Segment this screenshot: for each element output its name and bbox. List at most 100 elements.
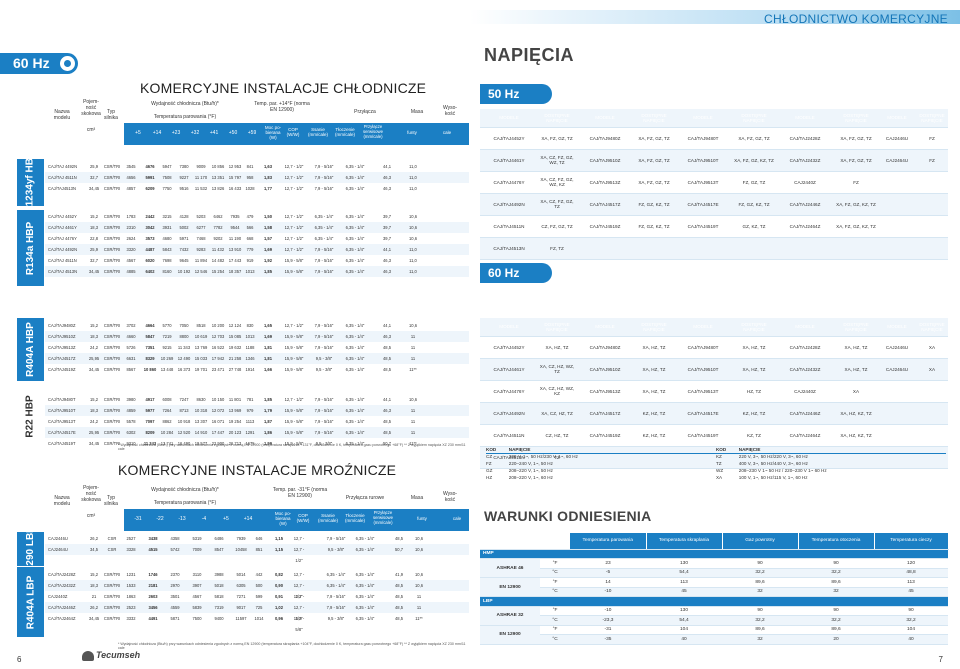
table-cell: 15,9 - 5/8": [284, 430, 304, 435]
table-cell: 7,9 - 5/16": [314, 430, 334, 435]
table-cell: 10 856: [211, 164, 225, 169]
table-cell: 15 033: [194, 356, 208, 361]
model-cell: CAJ/TAJ2432Z: [776, 358, 834, 381]
reference-group-label: HMP: [480, 549, 948, 559]
col-model: Nazwa modelu: [53, 109, 71, 121]
voltage-cell: KZ, HZ, TZ: [634, 402, 674, 425]
reference-cell: 130: [646, 606, 722, 616]
reference-group-row: LBP: [480, 596, 948, 607]
evap-temp-value: +5: [135, 130, 141, 136]
table-cell: 7,9 - 5/16": [314, 186, 334, 191]
table-cell: 7,9 - 5/16": [314, 175, 334, 180]
table-cell: CSR: [107, 536, 117, 541]
table-cell: 7468: [196, 236, 206, 241]
table-cell: 16 071: [211, 419, 225, 424]
table-cell: 8800: [179, 334, 189, 339]
col-displacement: Pojem- ność skokowa: [81, 485, 101, 503]
table-cell: 5871: [170, 616, 180, 621]
table-cell: 46,3: [383, 186, 391, 191]
table-cell: 7,9 - 5/16": [314, 247, 334, 252]
table-cell: 12,7 - 1/2": [293, 605, 305, 621]
voltage-cell: XA, HZ, TZ: [834, 336, 878, 359]
reference-row: °C -23,3 54,4 32,2 32,2 32,2: [480, 615, 948, 626]
model-cell: CAJ/TAJ9513Z: [576, 380, 634, 403]
model-cell: CAJ2464U: [878, 358, 916, 381]
col-voltage-header: DOSTĘPNE NAPIĘCIE: [834, 318, 878, 337]
table-cell: 11 190: [228, 236, 242, 241]
reference-group-row: HMP: [480, 549, 948, 559]
col-cop: COP (W/W): [286, 127, 300, 137]
table-cell: 830: [246, 323, 254, 328]
table-row: CAJ/TAJ 4492N 25,9 CSR/TRI 3545 4676 5947 7380…: [45, 161, 469, 172]
table-row: CAJ/TAJ 4511N 32,7 CSR/TRI 4567 6020 7698 9645…: [45, 255, 469, 266]
table-cell: 21 258: [228, 356, 242, 361]
table-cell: 1914: [245, 367, 255, 372]
table-cell: 8567: [126, 367, 136, 372]
table-row: CAJ/TAJ2428Z 15,2 CSR/TRI 1231 1746 2370 3110 3…: [45, 569, 469, 588]
table-cell: CAJ/TAJ4519Z: [48, 367, 76, 372]
table-cell: CSR/TRI: [103, 441, 121, 446]
reference-cell: 32,2: [798, 568, 874, 578]
table-cell: 781: [246, 397, 254, 402]
table-cell: 15,9 - 5/8": [284, 334, 304, 339]
reference-row: °C -5 54,4 32,2 32,2 48,8: [480, 568, 948, 578]
legend-row: HZ 208–220 V, 1~, 60 Hz XA 100 V, 1~, 50 Hz…: [486, 474, 946, 481]
table-cell: 851: [255, 547, 263, 552]
legend-header-cell: NAPIĘCIE: [738, 446, 946, 454]
voltage-cell: XA, HZ, TZ: [634, 358, 674, 381]
table-cell: 9215: [162, 345, 172, 350]
reference-cell: 90: [722, 606, 798, 616]
table-cell: CSR/TRI: [103, 419, 121, 424]
table-cell: CSR/TRI: [103, 225, 121, 230]
reference-cell: °C: [540, 587, 570, 597]
table-cell: 0,96: [275, 616, 283, 621]
table-row: CAJ/TAJ4517Z 25,95 CSR/TRI 6631 8329 10 269 12…: [45, 353, 469, 364]
table-cell: 7097: [145, 419, 155, 424]
reference-cell: °F: [540, 577, 570, 588]
table-cell: CAJ/TAJ9513T: [48, 419, 76, 424]
table-header-row: MODELE DOSTĘPNE NAPIĘCIE MODELE DOSTĘPNE NA…: [480, 109, 948, 128]
table-cell: 14 910: [194, 430, 208, 435]
table-cell: 12,7 - 1/2": [293, 583, 305, 599]
brand-logo: Tecumseh: [82, 650, 140, 661]
table-cell: 1,65: [264, 323, 272, 328]
voltage-table-50hz: MODELE DOSTĘPNE NAPIĘCIE MODELE DOSTĘPNE NA…: [480, 109, 948, 260]
table-cell: 48,5: [395, 583, 403, 588]
table-cell: 11**: [409, 441, 417, 446]
model-cell: CAJ/TAJ4519T: [674, 424, 732, 447]
reference-cell: °C: [540, 634, 570, 645]
table-cell: 7750: [162, 186, 172, 191]
table-cell: 15 085: [228, 334, 242, 339]
band-r134a: R134a HBP: [17, 210, 44, 286]
table-cell: 15,2: [90, 214, 98, 219]
header-bar: CHŁODNICTWO KOMERCYJNE: [470, 0, 960, 28]
reference-row: EN 12900 °F 14 113 89,6 89,6 113: [480, 577, 948, 597]
table-cell: 3110: [192, 572, 202, 577]
model-cell: CAJ/TAJ9510T: [674, 358, 732, 381]
table-cell: 7,9 - 5/16": [326, 594, 346, 599]
table-cell: 1863: [126, 594, 136, 599]
table-cell: 8547: [214, 547, 224, 552]
circle-icon: [60, 56, 75, 71]
table-cell: 4491: [148, 616, 158, 621]
voltage-cell: XA: [834, 380, 878, 403]
table-cell: 10,6: [415, 572, 423, 577]
table-cell: 9516: [179, 186, 189, 191]
reference-cell: 45: [874, 587, 948, 597]
table-cell: 6,35 - 1/4": [345, 175, 365, 180]
table-cell: 3545: [126, 164, 136, 169]
table-cell: 12 953: [228, 164, 242, 169]
table-row: CAJ/TAJ4519T 34,45 CSR/TRI 9310 11 343 13 741…: [45, 438, 469, 449]
table-row: CAJ/TAJ 4511N 32,7 CSR/TRI 4656 5991 7508 9227…: [45, 172, 469, 183]
table-cell: 6,35 - 1/4": [345, 367, 365, 372]
table-cell: 25,9: [90, 164, 98, 169]
model-cell: [878, 380, 916, 403]
table-cell: 16 490: [177, 441, 191, 446]
model-cell: CAJ/TAJ4517Z: [576, 402, 634, 425]
table-row: CAJ/TAJ2432Z 18,3 CSR/TRI 1533 2181 2970 3907 5…: [45, 580, 469, 599]
table-cell: 7,9 - 5/16": [314, 334, 334, 339]
table-cell: 20 123: [228, 430, 242, 435]
table-cell: 919: [246, 258, 254, 263]
table-row: CAJ/TAJ2446Z 26,2 CSR/TRI 2523 3456 4559 5839 7…: [45, 602, 469, 621]
table-cell: CSR/TRI: [103, 367, 121, 372]
